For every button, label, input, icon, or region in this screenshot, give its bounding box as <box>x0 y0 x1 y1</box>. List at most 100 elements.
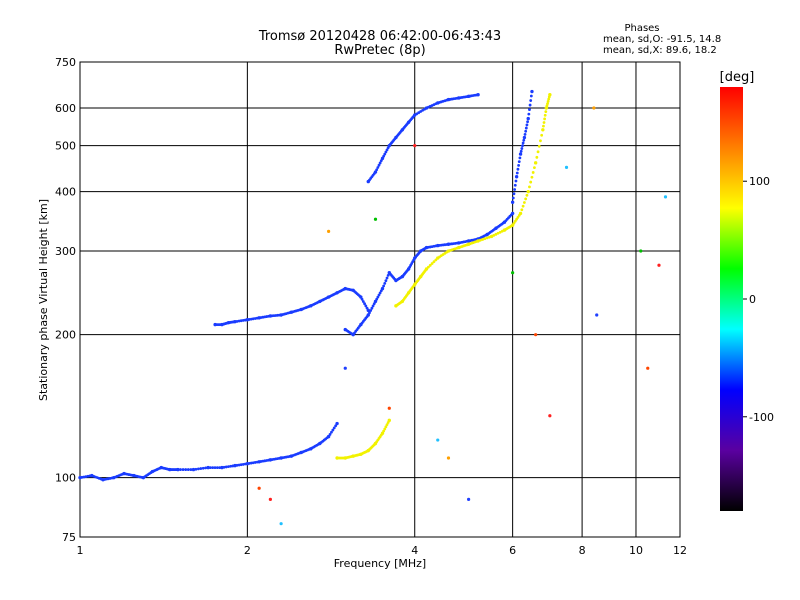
data-point <box>268 497 272 501</box>
data-point <box>237 319 241 323</box>
data-point <box>191 467 196 472</box>
chart-subtitle: RwPretec (8p) <box>334 43 425 58</box>
data-point <box>370 306 374 310</box>
data-point <box>204 466 208 470</box>
data-point <box>184 468 188 471</box>
data-point <box>385 148 389 152</box>
data-point <box>176 467 180 472</box>
data-point <box>521 144 524 148</box>
data-point <box>545 104 549 108</box>
data-point <box>237 463 241 467</box>
data-point <box>530 175 534 179</box>
colorbar-tick-label: 0 <box>749 293 756 306</box>
data-point <box>511 196 515 200</box>
data-point <box>528 108 531 111</box>
data-point <box>239 319 243 323</box>
data-point <box>241 462 245 466</box>
y-tick-label: 300 <box>55 245 76 258</box>
data-point <box>522 135 527 140</box>
data-point <box>363 302 366 306</box>
data-point <box>383 152 387 156</box>
data-point <box>224 465 228 469</box>
data-point <box>526 116 530 121</box>
data-point <box>467 497 471 501</box>
y-tick-label: 400 <box>55 186 76 199</box>
data-point <box>335 421 339 426</box>
data-series <box>510 89 534 204</box>
data-point <box>476 239 480 243</box>
data-point <box>548 93 552 97</box>
data-series <box>257 106 668 526</box>
data-point <box>377 163 381 167</box>
data-point <box>511 271 515 275</box>
data-point <box>639 249 643 253</box>
data-point <box>241 318 245 322</box>
data-point <box>375 168 379 172</box>
data-point <box>384 150 388 154</box>
y-tick-label: 200 <box>55 329 76 342</box>
data-point <box>528 103 532 107</box>
data-point <box>513 219 517 223</box>
data-point <box>544 110 548 114</box>
data-point <box>378 291 382 295</box>
data-point <box>186 468 190 471</box>
data-point <box>492 233 496 237</box>
data-point <box>518 211 523 216</box>
data-point <box>380 286 385 291</box>
data-point <box>424 267 429 271</box>
data-point <box>426 265 430 269</box>
data-point <box>595 313 599 317</box>
data-point <box>536 150 540 154</box>
data-point <box>531 171 535 174</box>
data-point <box>196 467 200 471</box>
data-point <box>539 139 542 143</box>
data-point <box>510 200 515 204</box>
data-point <box>478 238 482 242</box>
data-point <box>257 486 261 490</box>
data-point <box>366 308 370 313</box>
data-point <box>522 138 526 142</box>
data-point <box>516 215 520 219</box>
data-point <box>646 366 650 370</box>
data-point <box>194 467 198 471</box>
data-point <box>514 175 519 179</box>
data-point <box>483 237 487 241</box>
data-point <box>189 468 193 471</box>
data-point <box>524 129 528 133</box>
data-point <box>239 463 243 467</box>
data-point <box>533 166 536 170</box>
data-point <box>515 171 519 175</box>
data-point <box>436 438 440 442</box>
data-point <box>279 522 283 526</box>
data-point <box>382 154 386 158</box>
chart-title: Tromsø 20120428 06:42:00-06:43:43 <box>258 29 501 44</box>
data-point <box>235 319 239 323</box>
data-point <box>530 89 534 94</box>
data-point <box>385 276 389 280</box>
data-point <box>181 468 185 471</box>
data-point <box>592 106 596 110</box>
data-point <box>377 293 381 297</box>
data-point <box>516 167 520 171</box>
data-point <box>534 333 538 337</box>
data-series <box>213 286 370 327</box>
data-point <box>518 152 523 156</box>
data-point <box>235 463 239 467</box>
data-point <box>528 185 531 189</box>
y-tick-label: 500 <box>55 140 76 153</box>
data-point <box>540 133 544 137</box>
colorbar-tick-label: -100 <box>749 411 774 424</box>
data-point <box>523 132 527 136</box>
x-tick-label: 8 <box>579 544 586 557</box>
y-tick-label: 100 <box>55 472 76 485</box>
data-point <box>213 466 217 469</box>
y-axis-label: Stationary phase Virtual Height [km] <box>37 199 50 401</box>
data-point <box>215 466 219 469</box>
data-point <box>537 144 541 148</box>
data-point <box>512 192 516 196</box>
data-point <box>526 189 530 194</box>
data-series <box>394 93 552 308</box>
data-point <box>383 281 387 285</box>
stats-line-o: mean, sd,O: -91.5, 14.8 <box>603 34 721 45</box>
